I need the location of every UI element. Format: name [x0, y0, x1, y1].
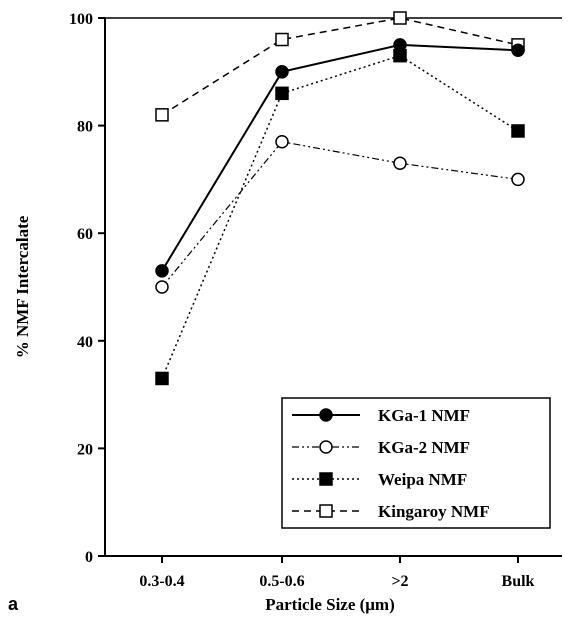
legend-marker	[319, 472, 333, 486]
x-tick-label: Bulk	[502, 573, 535, 590]
x-axis-title: Particle Size (μm)	[265, 595, 395, 614]
x-tick-label: 0.3-0.4	[139, 573, 184, 590]
data-point	[155, 280, 169, 294]
y-axis-title: % NMF Intercalate	[13, 215, 32, 358]
series-kga-2-nmf	[155, 134, 525, 294]
legend-label: KGa-2 NMF	[378, 438, 470, 457]
legend-marker	[319, 408, 333, 422]
y-tick-label: 60	[77, 226, 93, 243]
series-weipa-nmf	[155, 48, 525, 386]
y-tick-label: 80	[77, 119, 93, 136]
legend-item-weipa-nmf: Weipa NMF	[292, 470, 467, 489]
data-point	[393, 156, 407, 171]
series-line	[161, 54, 519, 379]
data-point	[275, 134, 289, 149]
data-point	[275, 65, 289, 79]
legend: KGa-1 NMF KGa-2 NMF Weipa NMF Kingaroy NMF	[281, 397, 551, 529]
data-point	[275, 32, 289, 47]
y-tick-label: 0	[85, 549, 93, 566]
data-point	[155, 264, 169, 278]
series-line	[161, 141, 519, 288]
data-point	[511, 43, 525, 58]
axes	[104, 17, 562, 557]
x-tick-label: >2	[391, 573, 408, 590]
y-ticks: 0 20 40 60 80 100	[69, 11, 105, 566]
series-layer	[155, 11, 525, 386]
legend-item-kga-1-nmf: KGa-1 NMF	[292, 406, 470, 425]
panel-label: a	[8, 594, 19, 614]
legend-marker	[319, 440, 333, 454]
series-kga-1-nmf	[155, 38, 525, 278]
series-line	[161, 43, 519, 272]
data-point	[155, 371, 169, 386]
legend-item-kga-2-nmf: KGa-2 NMF	[292, 438, 470, 457]
series-line	[161, 17, 519, 116]
legend-marker	[319, 504, 333, 518]
x-ticks: 0.3-0.4 0.5-0.6 >2 Bulk	[139, 556, 535, 590]
data-point	[275, 86, 289, 101]
legend-label: Kingaroy NMF	[378, 502, 490, 521]
y-tick-label: 100	[69, 11, 93, 28]
data-point	[511, 124, 525, 138]
y-tick-label: 20	[77, 441, 93, 458]
data-point	[393, 11, 407, 25]
y-tick-label: 40	[77, 334, 93, 351]
data-point	[155, 108, 169, 122]
legend-label: KGa-1 NMF	[378, 406, 470, 425]
series-kingaroy-nmf	[155, 11, 525, 122]
legend-label: Weipa NMF	[378, 470, 467, 489]
legend-item-kingaroy-nmf: Kingaroy NMF	[292, 502, 490, 521]
x-tick-label: 0.5-0.6	[259, 573, 304, 590]
data-point	[393, 38, 407, 52]
data-point	[511, 172, 525, 187]
